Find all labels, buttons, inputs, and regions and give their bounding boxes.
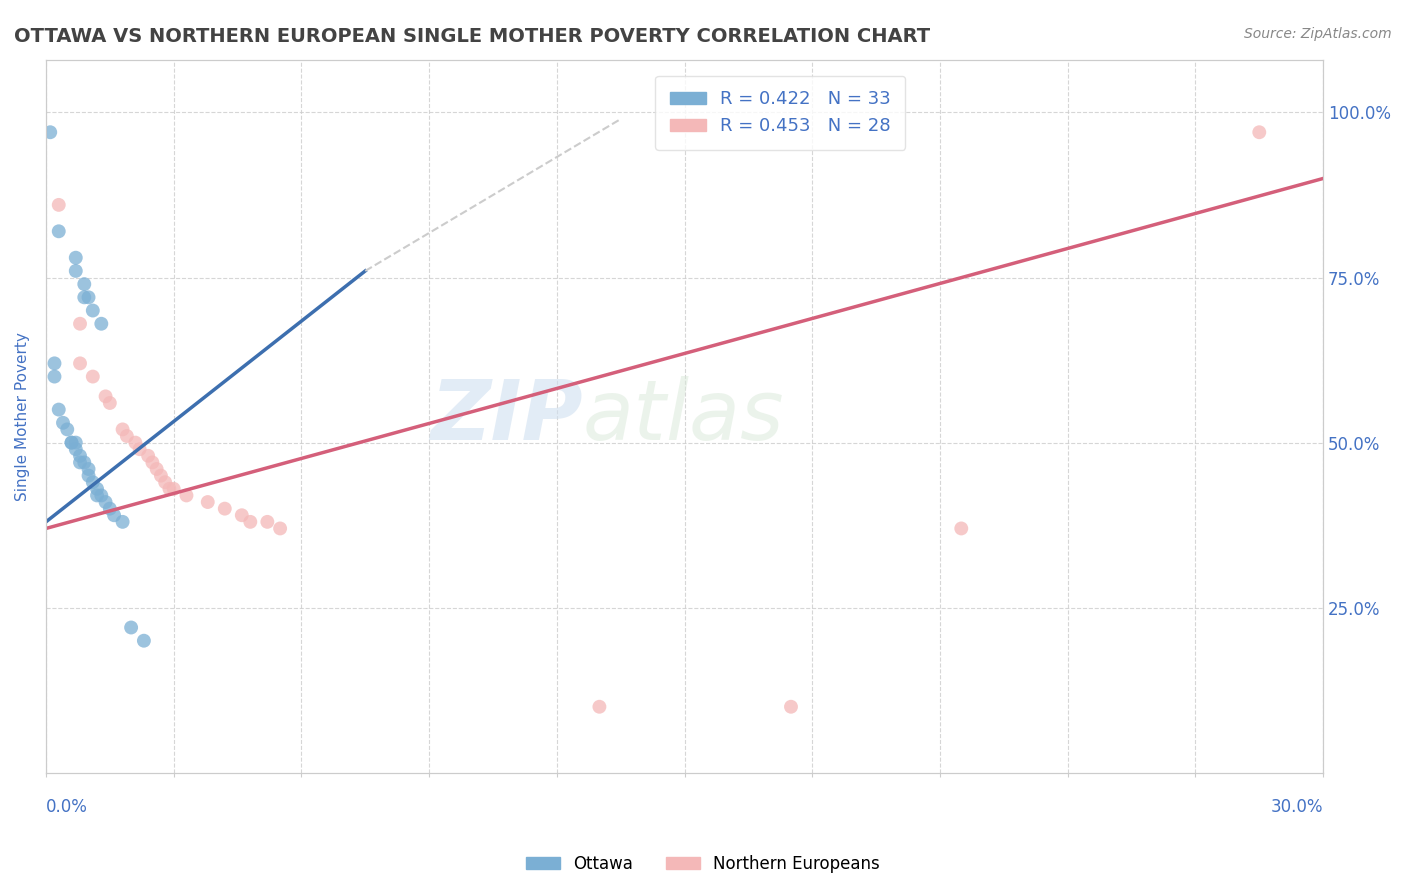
Point <box>269 521 291 535</box>
Point <box>94 495 117 509</box>
Point <box>231 508 253 523</box>
Point <box>77 468 100 483</box>
Point <box>90 317 112 331</box>
Point <box>145 462 167 476</box>
Point <box>98 501 121 516</box>
Point <box>98 396 121 410</box>
Point <box>73 455 96 469</box>
Point <box>65 251 87 265</box>
Point <box>176 488 198 502</box>
Point <box>82 303 104 318</box>
Point <box>60 435 83 450</box>
Point <box>73 290 96 304</box>
Point <box>153 475 176 490</box>
Point <box>159 482 181 496</box>
Point <box>65 264 87 278</box>
Point <box>90 488 112 502</box>
Point <box>86 482 108 496</box>
Point <box>136 449 159 463</box>
Point <box>65 435 87 450</box>
Point <box>120 620 142 634</box>
Point <box>950 521 973 535</box>
Point <box>44 356 66 370</box>
Point <box>69 356 91 370</box>
Text: atlas: atlas <box>582 376 785 457</box>
Point <box>69 455 91 469</box>
Text: 0.0%: 0.0% <box>46 798 87 816</box>
Text: OTTAWA VS NORTHERN EUROPEAN SINGLE MOTHER POVERTY CORRELATION CHART: OTTAWA VS NORTHERN EUROPEAN SINGLE MOTHE… <box>14 27 931 45</box>
Point <box>149 468 172 483</box>
Text: 30.0%: 30.0% <box>1271 798 1323 816</box>
Text: Source: ZipAtlas.com: Source: ZipAtlas.com <box>1244 27 1392 41</box>
Point <box>780 699 803 714</box>
Point <box>69 449 91 463</box>
Point <box>128 442 150 457</box>
Point <box>48 198 70 212</box>
Point <box>256 515 278 529</box>
Point <box>1249 125 1271 139</box>
Point <box>69 317 91 331</box>
Point <box>44 369 66 384</box>
Point <box>124 435 146 450</box>
Point <box>214 501 236 516</box>
Point <box>56 422 79 436</box>
Point <box>60 435 83 450</box>
Point <box>111 515 134 529</box>
Point <box>111 422 134 436</box>
Point <box>197 495 219 509</box>
Point <box>39 125 62 139</box>
Point <box>52 416 75 430</box>
Point <box>82 475 104 490</box>
Point <box>239 515 262 529</box>
Point <box>82 369 104 384</box>
Y-axis label: Single Mother Poverty: Single Mother Poverty <box>15 332 30 500</box>
Point <box>588 699 610 714</box>
Point <box>77 462 100 476</box>
Point <box>65 442 87 457</box>
Point <box>141 455 163 469</box>
Point <box>132 633 155 648</box>
Point <box>73 277 96 292</box>
Point <box>115 429 138 443</box>
Point <box>163 482 186 496</box>
Point <box>94 389 117 403</box>
Point <box>86 488 108 502</box>
Point <box>77 290 100 304</box>
Point <box>48 402 70 417</box>
Legend: R = 0.422   N = 33, R = 0.453   N = 28: R = 0.422 N = 33, R = 0.453 N = 28 <box>655 76 905 150</box>
Legend: Ottawa, Northern Europeans: Ottawa, Northern Europeans <box>520 848 886 880</box>
Text: ZIP: ZIP <box>430 376 582 457</box>
Point <box>103 508 125 523</box>
Point <box>48 224 70 238</box>
